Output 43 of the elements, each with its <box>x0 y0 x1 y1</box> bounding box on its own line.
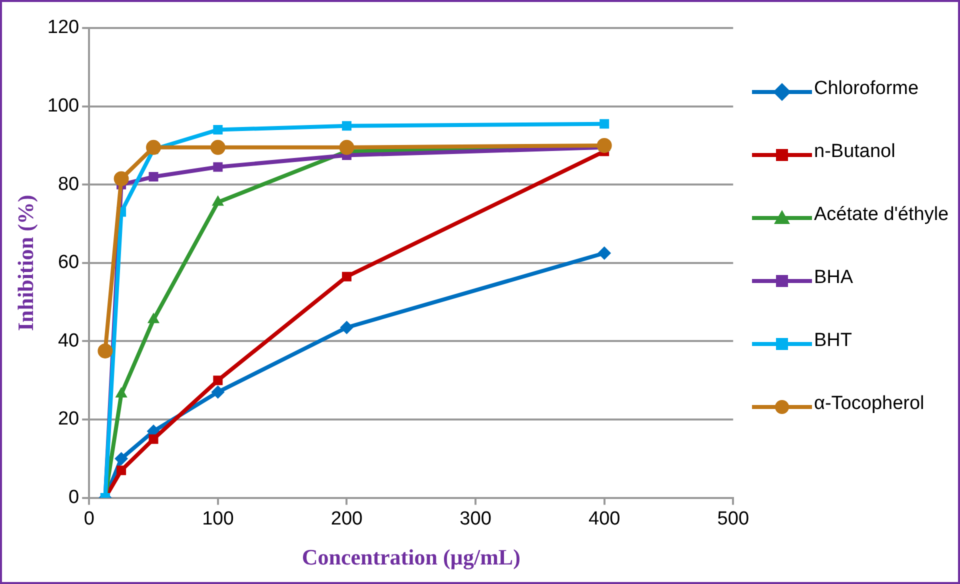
legend-label: BHA <box>814 267 854 289</box>
x-tick-label: 200 <box>330 508 363 530</box>
y-axis-title: Inhibition (%) <box>12 194 38 332</box>
point <box>213 376 223 386</box>
y-tick-label: 100 <box>47 96 80 117</box>
legend-label: Acétate d'éthyle <box>814 204 949 226</box>
y-tick-label: 120 <box>47 17 80 38</box>
point <box>116 388 127 398</box>
y-tick-label: 40 <box>58 330 80 352</box>
point <box>114 171 129 186</box>
legend-label: α-Tocopherol <box>814 393 924 415</box>
x-tick-label: 400 <box>588 508 620 530</box>
point <box>339 140 354 155</box>
x-tick-label: 0 <box>84 508 94 530</box>
legend-label: BHT <box>814 330 852 352</box>
y-tick-label: 60 <box>58 252 80 274</box>
point <box>596 138 612 153</box>
point <box>148 172 158 182</box>
point <box>213 125 223 135</box>
point <box>148 313 160 324</box>
x-tick-label: 300 <box>460 508 492 530</box>
point <box>600 119 610 129</box>
point <box>342 121 352 131</box>
point <box>114 452 128 466</box>
point <box>340 321 354 334</box>
point <box>342 272 352 282</box>
point <box>146 140 162 155</box>
x-tick-label: 500 <box>717 508 749 530</box>
legend-label: n-Butanol <box>814 141 896 163</box>
legend-label: Chloroforme <box>814 78 919 100</box>
point <box>212 196 224 206</box>
x-axis-title: Concentration (µg/mL) <box>302 544 520 570</box>
point <box>213 162 223 172</box>
x-tick-label: 100 <box>202 508 234 530</box>
point <box>210 140 226 155</box>
point <box>98 343 113 358</box>
y-tick-label: 20 <box>58 408 80 430</box>
point <box>116 466 126 476</box>
point <box>211 386 224 399</box>
y-tick-label: 0 <box>68 487 80 508</box>
point <box>148 434 158 444</box>
point <box>598 246 611 260</box>
y-tick-label: 80 <box>58 174 80 195</box>
